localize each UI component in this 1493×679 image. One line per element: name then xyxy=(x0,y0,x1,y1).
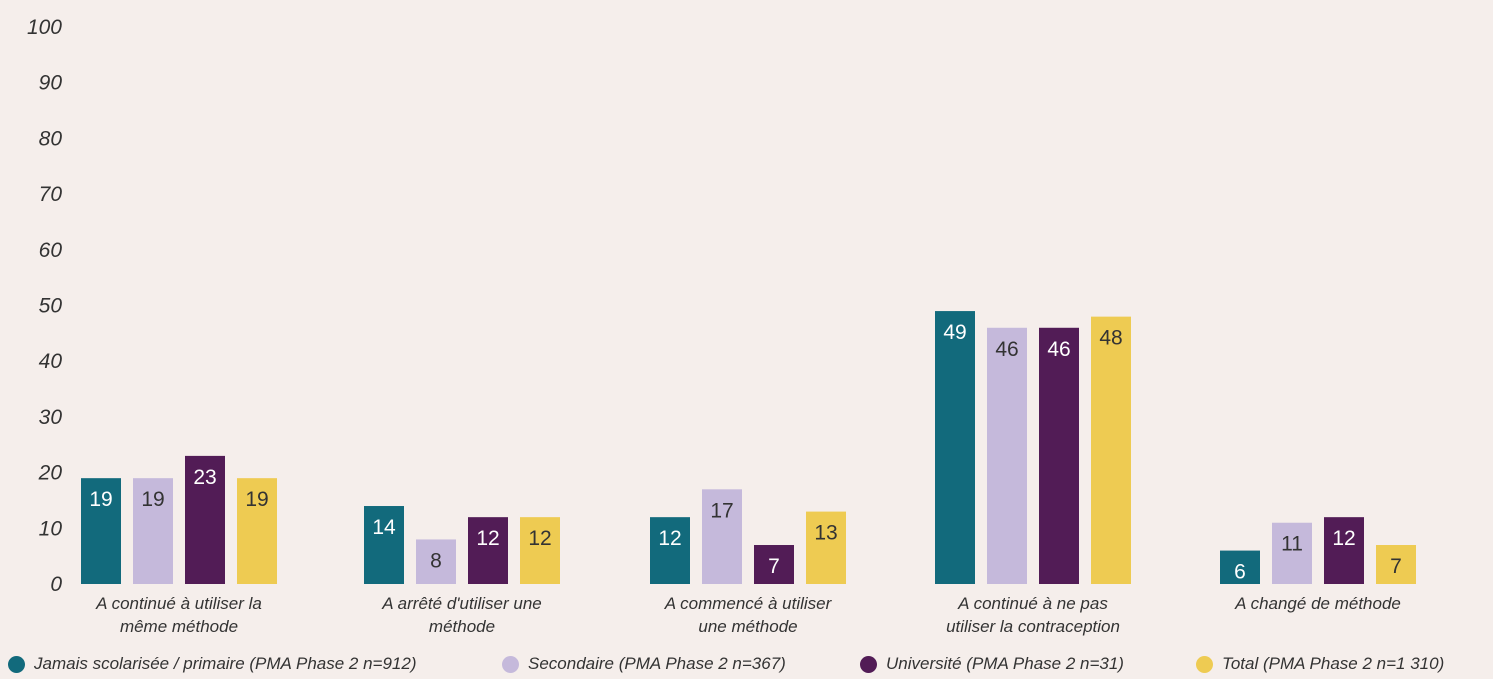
bar xyxy=(987,327,1027,584)
category-label: une méthode xyxy=(698,617,797,636)
bar xyxy=(133,478,173,584)
data-label: 49 xyxy=(943,321,966,344)
y-tick-label: 20 xyxy=(38,462,63,485)
bar xyxy=(468,517,508,584)
legend-swatch xyxy=(8,655,25,673)
y-tick-label: 0 xyxy=(50,573,62,596)
legend-label: Jamais scolarisée / primaire (PMA Phase … xyxy=(34,654,417,673)
category-label: A continué à ne pas xyxy=(957,594,1108,613)
legend-item: Secondaire (PMA Phase 2 n=367) xyxy=(502,654,786,674)
bar xyxy=(754,545,794,584)
legend-swatch xyxy=(1196,655,1213,673)
data-label: 23 xyxy=(193,466,216,489)
legend-item: Université (PMA Phase 2 n=31) xyxy=(860,654,1124,674)
legend-label: Secondaire (PMA Phase 2 n=367) xyxy=(528,654,786,673)
bar xyxy=(1324,517,1364,584)
y-tick-label: 90 xyxy=(39,72,63,95)
legend-swatch xyxy=(502,655,519,673)
y-tick-label: 10 xyxy=(39,517,63,540)
category-label: A continué à utiliser la xyxy=(95,594,262,613)
data-label: 19 xyxy=(245,488,268,511)
legend-item: Total (PMA Phase 2 n=1 310) xyxy=(1196,654,1444,674)
data-label: 14 xyxy=(372,516,396,539)
bar xyxy=(185,455,225,584)
data-label: 11 xyxy=(1281,533,1303,556)
category-label: A commencé à utiliser xyxy=(664,594,833,613)
category-label: utiliser la contraception xyxy=(946,617,1120,636)
bar xyxy=(935,311,975,584)
bar xyxy=(416,539,456,584)
data-label: 19 xyxy=(89,488,112,511)
y-tick-label: 50 xyxy=(39,295,63,318)
bar xyxy=(1091,316,1131,584)
y-tick-label: 70 xyxy=(39,183,63,206)
bar xyxy=(520,517,560,584)
data-label: 17 xyxy=(710,499,733,522)
data-label: 7 xyxy=(1390,555,1402,578)
bar xyxy=(650,517,690,584)
bar xyxy=(806,511,846,584)
data-label: 48 xyxy=(1099,327,1122,350)
data-label: 19 xyxy=(141,488,164,511)
legend-label: Université (PMA Phase 2 n=31) xyxy=(886,654,1124,673)
y-tick-label: 100 xyxy=(27,16,62,39)
data-label: 12 xyxy=(1332,527,1355,550)
data-label: 7 xyxy=(768,555,780,578)
y-tick-label: 40 xyxy=(39,350,63,373)
bar xyxy=(1272,522,1312,584)
bar-chart: 0 10 20 30 40 50 60 70 80 90 100 19 19 23 19 A continué… xyxy=(27,16,1416,636)
y-tick-label: 60 xyxy=(39,239,63,262)
data-label: 8 xyxy=(430,549,442,572)
y-tick-label: 80 xyxy=(39,127,63,150)
y-tick-label: 30 xyxy=(39,406,63,429)
bar xyxy=(702,489,742,584)
data-label: 46 xyxy=(1047,338,1070,361)
bar xyxy=(364,506,404,584)
category-label: méthode xyxy=(429,617,495,636)
data-label: 6 xyxy=(1234,561,1246,584)
legend-swatch xyxy=(860,655,877,673)
bar xyxy=(1039,327,1079,584)
bar xyxy=(1220,550,1260,584)
category-label: même méthode xyxy=(120,617,238,636)
category-label: A arrêté d'utiliser une xyxy=(381,594,541,613)
data-label: 12 xyxy=(528,527,551,550)
data-label: 12 xyxy=(658,527,681,550)
legend-item: Jamais scolarisée / primaire (PMA Phase … xyxy=(8,654,417,674)
category-label: A changé de méthode xyxy=(1234,594,1401,613)
bar xyxy=(237,478,277,584)
bar xyxy=(1376,545,1416,584)
legend-label: Total (PMA Phase 2 n=1 310) xyxy=(1222,654,1445,673)
bar xyxy=(81,478,121,584)
data-label: 13 xyxy=(814,522,837,545)
data-label: 46 xyxy=(995,338,1018,361)
legend: Jamais scolarisée / primaire (PMA Phase … xyxy=(0,654,1493,679)
data-label: 12 xyxy=(476,527,499,550)
